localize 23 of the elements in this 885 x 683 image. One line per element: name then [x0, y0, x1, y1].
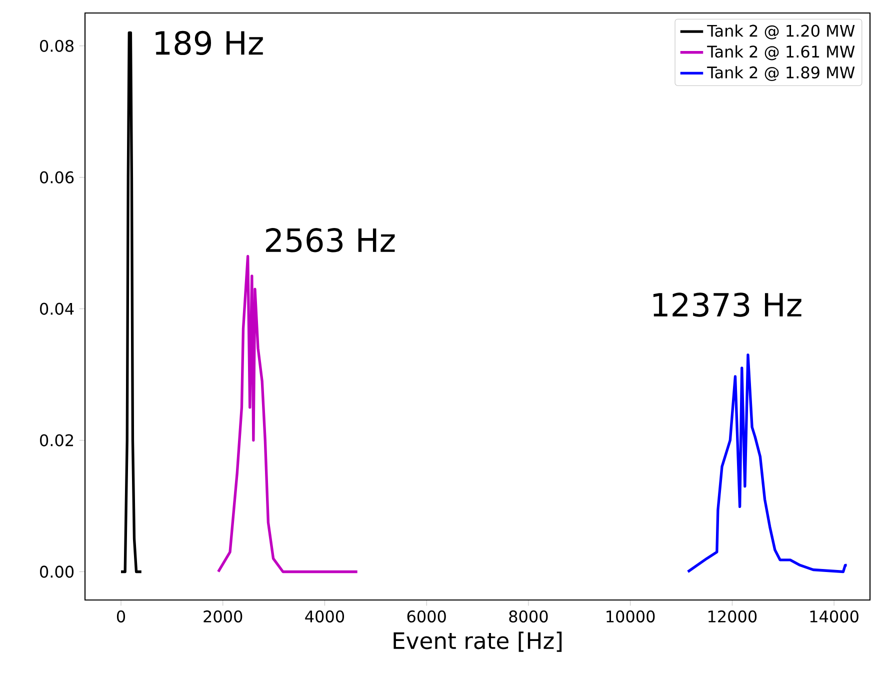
x-tick-label: 6000: [407, 610, 446, 623]
x-tick-label: 2000: [204, 610, 242, 623]
annotation: 2563 Hz: [266, 228, 395, 252]
x-tick-label: 10000: [606, 610, 655, 623]
legend-label: Tank 2 @ 1.89 MW: [707, 66, 855, 82]
annotation: 189 Hz: [156, 30, 263, 56]
annotation: 12373 Hz: [653, 292, 802, 317]
line-series: [120, 31, 143, 574]
y-tick-label: 0.02: [40, 434, 73, 446]
x-tick-label: 4000: [305, 610, 344, 623]
x-axis-title: Event rate [Hz]: [394, 632, 562, 652]
x-tick-label: 12000: [708, 610, 757, 623]
x-tick-label: 14000: [810, 610, 858, 623]
line-series: [216, 254, 359, 574]
legend-label: Tank 2 @ 1.20 MW: [707, 24, 855, 40]
y-tick-label: 0.00: [40, 566, 74, 578]
x-tick-label: 0: [116, 610, 126, 623]
legend-label: Tank 2 @ 1.61 MW: [707, 45, 855, 60]
y-tick-label: 0.08: [40, 40, 74, 52]
line-series: [686, 353, 848, 574]
y-tick-label: 0.04: [40, 302, 74, 315]
y-tick-label: 0.06: [40, 171, 74, 184]
x-tick-label: 8000: [509, 610, 548, 623]
